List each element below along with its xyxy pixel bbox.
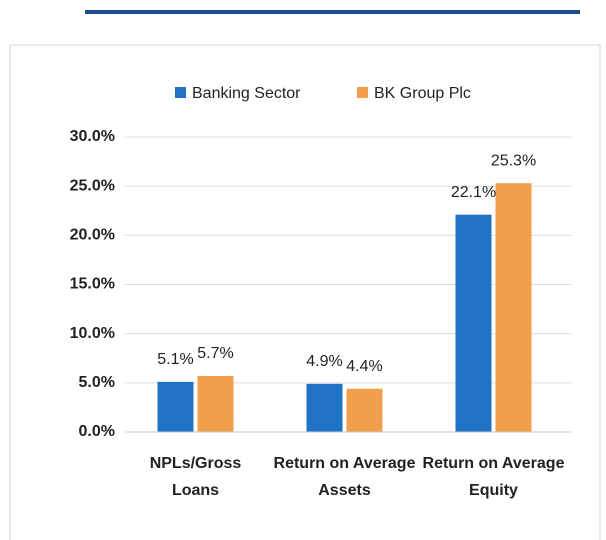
x-tick-label: Return on Average Equity xyxy=(422,455,565,499)
value-label: 25.3% xyxy=(491,152,536,169)
chart-frame xyxy=(9,44,601,540)
legend-swatch xyxy=(175,87,186,98)
y-tick-label: 10.0% xyxy=(70,325,115,342)
legend-swatch xyxy=(357,87,368,98)
value-label: 4.9% xyxy=(306,353,342,370)
y-tick-label: 15.0% xyxy=(70,276,115,293)
x-tick-label: NPLs/Gross Loans xyxy=(149,455,242,499)
y-tick-label: 20.0% xyxy=(70,227,115,244)
legend-label: BK Group Plc xyxy=(374,85,471,102)
value-label: 4.4% xyxy=(346,358,382,375)
value-label: 5.1% xyxy=(157,351,193,368)
x-tick-label: Return on Average Assets xyxy=(273,455,416,499)
bar xyxy=(197,375,234,432)
y-tick-label: 25.0% xyxy=(70,177,115,194)
y-tick-label: 0.0% xyxy=(79,423,115,440)
bar xyxy=(306,383,343,432)
value-label: 5.7% xyxy=(197,345,233,362)
y-tick-label: 5.0% xyxy=(79,374,115,391)
bar xyxy=(455,214,492,432)
legend-label: Banking Sector xyxy=(192,85,301,102)
y-tick-label: 30.0% xyxy=(70,128,115,145)
bar xyxy=(346,388,383,432)
value-label: 22.1% xyxy=(451,184,496,201)
bar xyxy=(157,381,194,432)
bar xyxy=(495,183,532,432)
